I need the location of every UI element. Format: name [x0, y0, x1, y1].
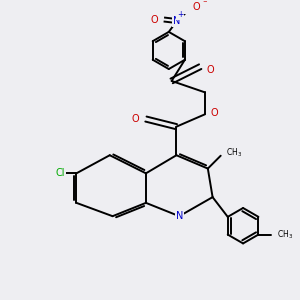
- Text: Cl: Cl: [56, 168, 65, 178]
- Text: CH$_3$: CH$_3$: [226, 147, 243, 159]
- Text: O: O: [150, 15, 158, 25]
- Text: O: O: [206, 64, 214, 74]
- Text: O: O: [131, 114, 139, 124]
- Text: CH$_3$: CH$_3$: [277, 228, 293, 241]
- Text: $^-$: $^-$: [201, 0, 208, 7]
- Text: +: +: [177, 10, 183, 19]
- Text: N: N: [173, 16, 181, 26]
- Text: N: N: [176, 211, 183, 221]
- Text: O: O: [192, 2, 200, 12]
- Text: O: O: [211, 108, 218, 118]
